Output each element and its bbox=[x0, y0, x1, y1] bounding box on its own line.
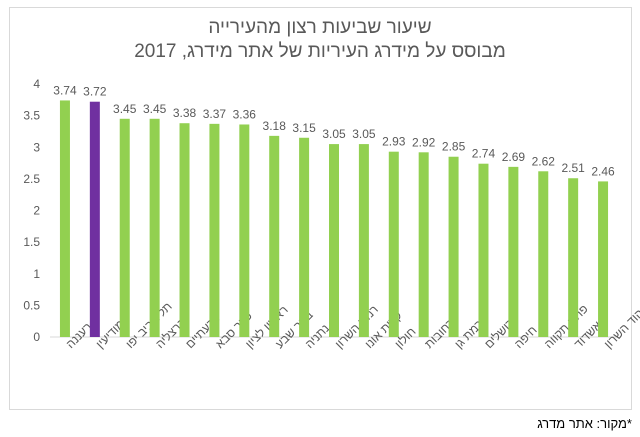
y-tick-label: 1 bbox=[33, 267, 40, 281]
y-tick-label: 4 bbox=[33, 77, 40, 91]
y-tick-label: 3 bbox=[33, 140, 40, 154]
bar bbox=[418, 152, 429, 337]
chart-frame bbox=[9, 7, 632, 410]
bar bbox=[209, 123, 220, 337]
data-label: 2.85 bbox=[442, 140, 466, 154]
bar bbox=[299, 137, 310, 337]
bar bbox=[538, 171, 549, 337]
data-label: 2.69 bbox=[502, 150, 526, 164]
data-label: 2.74 bbox=[472, 147, 496, 161]
data-label: 3.18 bbox=[263, 119, 287, 133]
data-label: 2.92 bbox=[412, 135, 436, 149]
data-label: 3.36 bbox=[233, 107, 257, 121]
bar bbox=[329, 144, 339, 337]
bar bbox=[508, 166, 519, 337]
bar bbox=[478, 163, 489, 337]
bar bbox=[239, 124, 250, 337]
data-label: 3.45 bbox=[113, 102, 137, 116]
chart-title: שיעור שביעות רצון מהעירייה bbox=[208, 17, 432, 38]
data-label: 3.37 bbox=[203, 107, 227, 121]
y-tick-label: 2 bbox=[33, 204, 40, 218]
data-label: 3.72 bbox=[83, 85, 107, 99]
bar bbox=[89, 101, 100, 338]
bar bbox=[119, 118, 130, 337]
data-label: 2.46 bbox=[591, 164, 615, 178]
data-label: 2.62 bbox=[532, 154, 556, 168]
y-tick-label: 3.5 bbox=[23, 109, 40, 123]
data-label: 3.15 bbox=[292, 121, 316, 135]
y-tick-label: 0 bbox=[33, 330, 40, 344]
bar bbox=[358, 144, 369, 337]
bar bbox=[269, 135, 280, 337]
bar bbox=[448, 156, 459, 337]
footnote: *מקור: אתר מדרג bbox=[537, 416, 632, 431]
data-label: 3.05 bbox=[352, 127, 376, 141]
y-tick-label: 0.5 bbox=[23, 298, 40, 312]
y-tick-label: 1.5 bbox=[23, 235, 40, 249]
bar bbox=[598, 181, 609, 337]
chart-subtitle: מבוסס על מידרג העיריות של אתר מידרג, 201… bbox=[134, 41, 506, 62]
bar bbox=[568, 178, 579, 337]
data-label: 3.74 bbox=[53, 83, 77, 97]
data-label: 3.05 bbox=[322, 127, 346, 141]
data-label: 2.93 bbox=[382, 135, 406, 149]
y-tick-label: 2.5 bbox=[23, 172, 40, 186]
bar bbox=[149, 118, 160, 337]
data-label: 2.51 bbox=[561, 161, 585, 175]
bar bbox=[59, 100, 70, 337]
bar bbox=[179, 123, 190, 337]
bar bbox=[388, 151, 399, 337]
data-label: 3.45 bbox=[143, 102, 167, 116]
data-label: 3.38 bbox=[173, 106, 197, 120]
